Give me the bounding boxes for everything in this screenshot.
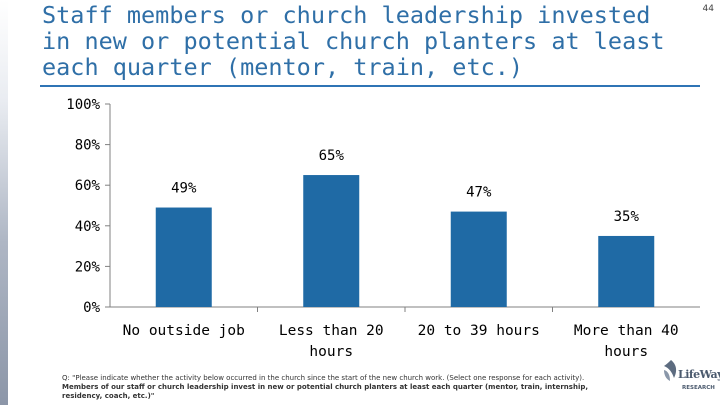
category-label: Less than 20	[279, 323, 384, 339]
bar	[598, 236, 654, 307]
category-label: More than 40	[574, 323, 679, 339]
data-label: 65%	[319, 148, 345, 164]
y-tick-label: 60%	[75, 178, 101, 194]
y-tick-label: 100%	[66, 97, 100, 113]
footnote: Q: "Please indicate whether the activity…	[62, 374, 622, 401]
bar	[156, 208, 212, 307]
logo-name: LifeWay	[678, 368, 720, 381]
bar	[303, 175, 359, 307]
category-label: No outside job	[123, 323, 245, 339]
category-label: 20 to 39 hours	[418, 323, 540, 339]
y-tick-label: 80%	[75, 138, 101, 154]
data-label: 49%	[171, 181, 197, 197]
logo-subtitle: RESEARCH	[682, 385, 715, 391]
category-label: hours	[604, 344, 648, 360]
y-tick-label: 40%	[75, 219, 101, 235]
footnote-question: Q: "Please indicate whether the activity…	[62, 374, 584, 382]
data-label: 47%	[466, 185, 492, 201]
y-tick-label: 20%	[75, 259, 101, 275]
lifeway-research-logo: LifeWay RESEARCH	[658, 358, 716, 402]
bar	[451, 212, 507, 307]
footnote-item: Members of our staff or church leadershi…	[62, 383, 588, 400]
data-label: 35%	[614, 209, 640, 225]
bar-chart: 0% 20% 40% 60% 80% 100% 49% No outside job 65% Le…	[0, 0, 720, 405]
y-tick-label: 0%	[83, 300, 100, 316]
category-label: hours	[309, 344, 353, 360]
